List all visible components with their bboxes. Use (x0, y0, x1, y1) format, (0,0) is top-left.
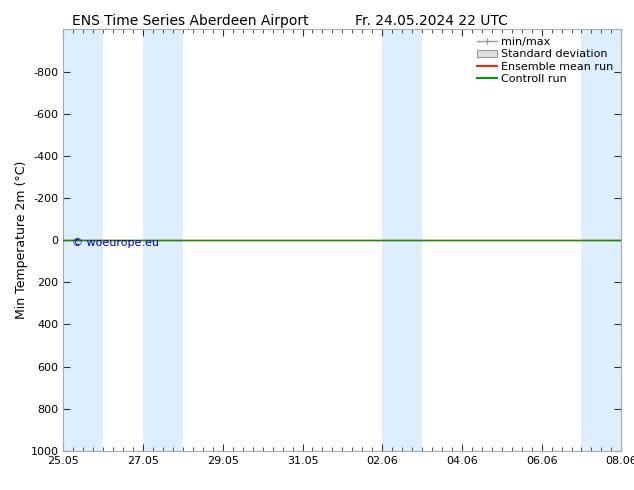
Text: © woeurope.eu: © woeurope.eu (72, 238, 158, 248)
Bar (382, 29, 422, 451)
Y-axis label: Min Temperature 2m (°C): Min Temperature 2m (°C) (15, 161, 28, 319)
Bar (581, 29, 621, 451)
Bar (63, 29, 103, 451)
Bar (143, 29, 183, 451)
Legend: min/max, Standard deviation, Ensemble mean run, Controll run: min/max, Standard deviation, Ensemble me… (475, 35, 616, 86)
Text: Fr. 24.05.2024 22 UTC: Fr. 24.05.2024 22 UTC (354, 14, 508, 28)
Text: ENS Time Series Aberdeen Airport: ENS Time Series Aberdeen Airport (72, 14, 309, 28)
